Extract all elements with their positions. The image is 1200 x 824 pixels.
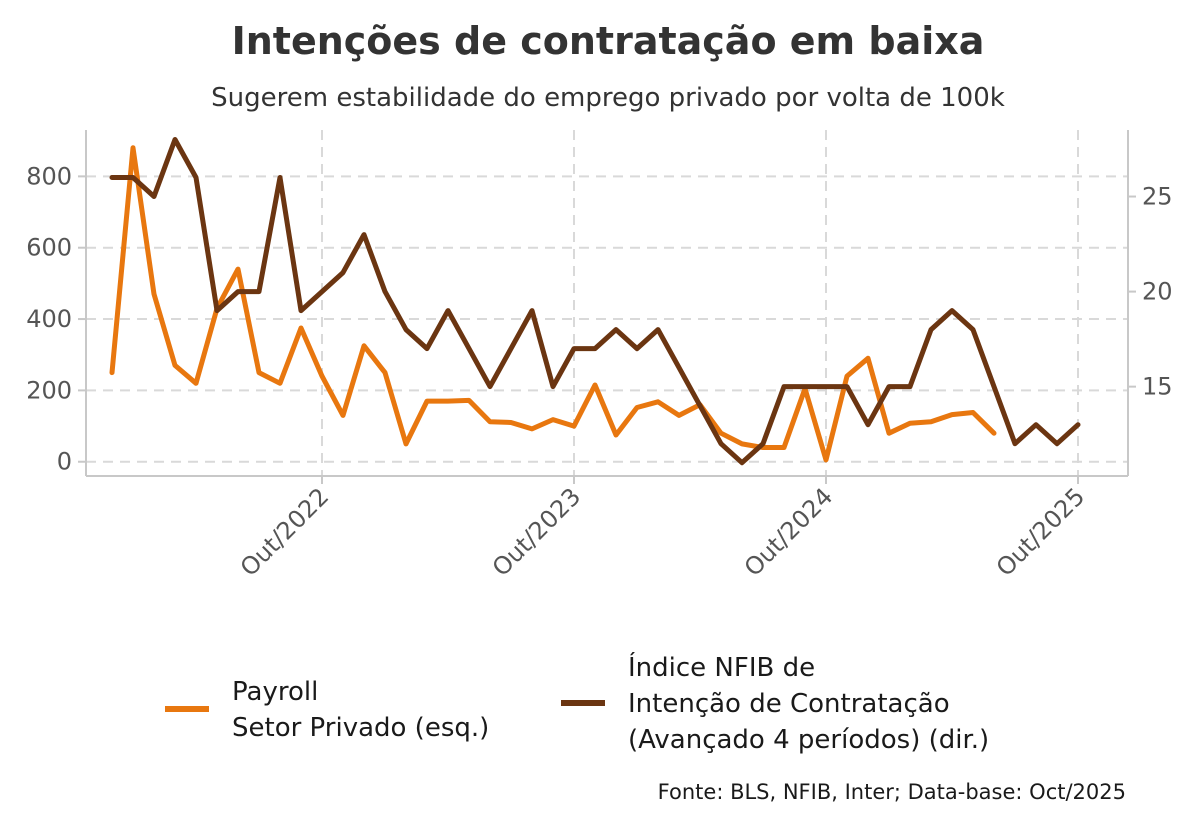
legend-nfib-label: Intenção de Contratação xyxy=(628,689,950,719)
left-tick-label: 200 xyxy=(26,376,72,404)
x-tick-label: Out/2023 xyxy=(487,482,586,581)
left-tick-label: 800 xyxy=(26,162,72,190)
right-tick-label: 15 xyxy=(1142,373,1173,401)
right-tick-label: 25 xyxy=(1142,183,1173,211)
x-tick-label: Out/2024 xyxy=(739,482,838,581)
legend-payroll-label: Setor Privado (esq.) xyxy=(232,713,489,743)
chart-subtitle: Sugerem estabilidade do emprego privado … xyxy=(211,83,1005,113)
right-tick-label: 20 xyxy=(1142,278,1173,306)
left-tick-label: 600 xyxy=(26,234,72,262)
left-tick-label: 0 xyxy=(57,448,72,476)
payroll-line xyxy=(109,145,997,463)
source-note: Fonte: BLS, NFIB, Inter; Data-base: Oct/… xyxy=(658,780,1126,804)
nfib-line xyxy=(109,137,1081,466)
axes xyxy=(78,130,1136,484)
left-tick-label: 400 xyxy=(26,305,72,333)
legend: Payroll Setor Privado (esq.) Índice NFIB d… xyxy=(165,651,989,755)
legend-payroll-label: Payroll xyxy=(232,677,318,707)
x-tick-label: Out/2022 xyxy=(235,482,334,581)
legend-nfib-label: Índice NFIB de xyxy=(628,651,815,683)
series-lines xyxy=(109,137,1081,466)
x-tick-label: Out/2025 xyxy=(991,482,1090,581)
grid-lines xyxy=(86,130,1128,476)
chart-title: Intenções de contratação em baixa xyxy=(232,19,985,63)
legend-nfib-label: (Avançado 4 períodos) (dir.) xyxy=(628,725,989,755)
